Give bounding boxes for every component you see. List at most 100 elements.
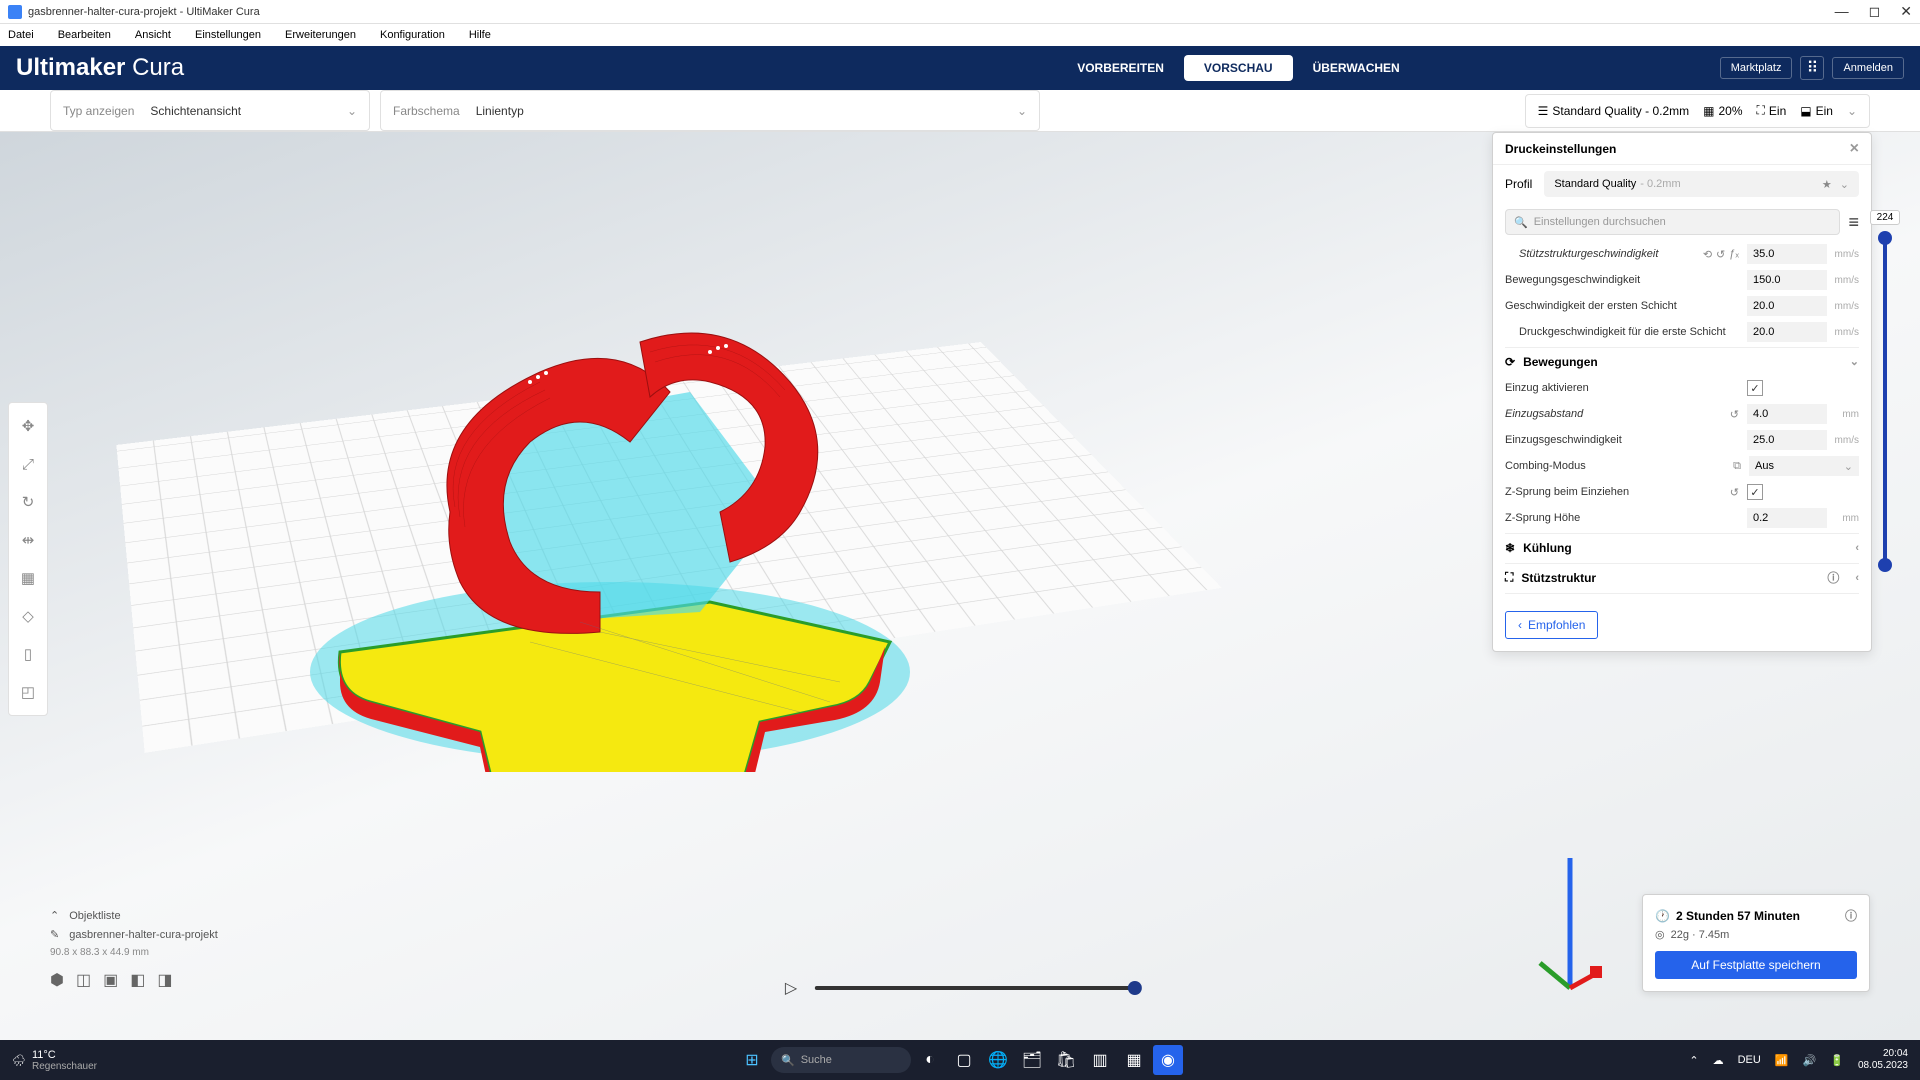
support-blocker-tool[interactable]: ◇: [9, 597, 47, 635]
pencil-icon: ✎: [50, 928, 59, 941]
combing-select[interactable]: Aus ⌄: [1749, 456, 1859, 476]
color-scheme-select[interactable]: Farbschema Linientyp ⌄: [380, 90, 1040, 131]
taskbar-cura[interactable]: ◉: [1153, 1045, 1183, 1075]
transform-toolbar: ✥ ⤢ ↻ ⇹ ▦ ◇ ▯ ◰: [8, 402, 48, 716]
category-movement[interactable]: ⟳ Bewegungen ⌄: [1505, 347, 1859, 375]
marketplace-button[interactable]: Marktplatz: [1720, 57, 1793, 79]
tray-cloud-icon[interactable]: ☁: [1713, 1054, 1724, 1067]
custom-tool-2[interactable]: ◰: [9, 673, 47, 711]
retract-speed-input[interactable]: [1747, 430, 1827, 450]
tray-volume-icon[interactable]: 🔊: [1803, 1054, 1817, 1067]
view-3d-icon[interactable]: ⬢: [50, 970, 64, 990]
window-title: gasbrenner-halter-cura-projekt - UltiMak…: [28, 6, 260, 18]
tray-language[interactable]: DEU: [1738, 1054, 1761, 1066]
menu-help[interactable]: Hilfe: [469, 29, 491, 41]
hamburger-icon[interactable]: ≡: [1848, 212, 1859, 233]
chevron-down-icon: ⌄: [1844, 460, 1853, 473]
taskbar-explorer[interactable]: 🗂: [1017, 1045, 1047, 1075]
object-list-item[interactable]: ✎ gasbrenner-halter-cura-projekt: [50, 928, 218, 941]
start-button[interactable]: ⊞: [737, 1045, 767, 1075]
reset-icon[interactable]: ↺: [1730, 486, 1739, 499]
reset-icon[interactable]: ↺: [1716, 248, 1725, 261]
view-top-icon[interactable]: ▣: [103, 970, 118, 990]
rotate-tool[interactable]: ↻: [9, 483, 47, 521]
link-icon[interactable]: ⧉: [1733, 460, 1741, 473]
view-type-select[interactable]: Typ anzeigen Schichtenansicht ⌄: [50, 90, 370, 131]
settings-search-input[interactable]: 🔍 Einstellungen durchsuchen: [1505, 209, 1840, 235]
axis-gizmo: [1535, 848, 1605, 998]
print-settings-summary[interactable]: ☰Standard Quality - 0.2mm ▦20% ⛶Ein ⬓Ein…: [1525, 94, 1870, 128]
taskbar-clock[interactable]: 20:04 08.05.2023: [1858, 1048, 1908, 1072]
retract-enable-checkbox[interactable]: ✓: [1747, 380, 1763, 396]
retract-dist-input[interactable]: [1747, 404, 1827, 424]
taskbar-app-2[interactable]: ▦: [1119, 1045, 1149, 1075]
taskbar-copilot[interactable]: ◐: [915, 1045, 945, 1075]
object-list-toggle[interactable]: ⌃ Objektliste: [50, 909, 218, 922]
print-time: 2 Stunden 57 Minuten: [1676, 909, 1800, 923]
layer-value: 224: [1870, 210, 1901, 225]
fx-icon[interactable]: ƒₓ: [1729, 248, 1739, 261]
menu-edit[interactable]: Bearbeiten: [58, 29, 111, 41]
layer-slider-bottom-handle[interactable]: [1878, 558, 1892, 572]
signin-button[interactable]: Anmelden: [1832, 57, 1904, 79]
first-layer-print-speed-input[interactable]: [1747, 322, 1827, 342]
save-to-disk-button[interactable]: Auf Festplatte speichern: [1655, 951, 1857, 979]
sliders-icon: ☰: [1538, 104, 1549, 118]
zhop-height-input[interactable]: [1747, 508, 1827, 528]
apps-grid-icon[interactable]: ⠿: [1800, 56, 1824, 80]
tray-wifi-icon[interactable]: 📶: [1775, 1054, 1789, 1067]
info-icon[interactable]: ⓘ: [1845, 907, 1857, 924]
profile-select[interactable]: Standard Quality - 0.2mm ★ ⌄: [1544, 171, 1859, 197]
minimize-button[interactable]: —: [1835, 3, 1849, 20]
zhop-checkbox[interactable]: ✓: [1747, 484, 1763, 500]
search-icon: 🔍: [781, 1054, 795, 1067]
menu-settings[interactable]: Einstellungen: [195, 29, 261, 41]
mesh-tool[interactable]: ▦: [9, 559, 47, 597]
view-left-icon[interactable]: ◧: [130, 970, 145, 990]
custom-tool-1[interactable]: ▯: [9, 635, 47, 673]
tray-chevron-icon[interactable]: ⌃: [1689, 1054, 1698, 1067]
menu-file[interactable]: Datei: [8, 29, 34, 41]
travel-speed-input[interactable]: [1747, 270, 1827, 290]
reset-icon[interactable]: ↺: [1730, 408, 1739, 421]
support-speed-input[interactable]: [1747, 244, 1827, 264]
info-icon[interactable]: ⓘ: [1827, 569, 1839, 586]
maximize-button[interactable]: ◻: [1869, 3, 1881, 20]
settings-title: Druckeinstellungen: [1505, 142, 1616, 156]
mirror-tool[interactable]: ⇹: [9, 521, 47, 559]
menu-extensions[interactable]: Erweiterungen: [285, 29, 356, 41]
sliced-model: [280, 282, 920, 772]
taskbar-edge[interactable]: 🌐: [983, 1045, 1013, 1075]
menu-view[interactable]: Ansicht: [135, 29, 171, 41]
category-support[interactable]: ⛶ Stützstruktur ⓘ ‹: [1505, 563, 1859, 591]
windows-taskbar: 🌧 11°C Regenschauer ⊞ 🔍 Suche ◐ ▢ 🌐 🗂 🛍 …: [0, 1040, 1920, 1080]
view-right-icon[interactable]: ◨: [157, 970, 172, 990]
simulation-slider[interactable]: [815, 986, 1135, 990]
layer-slider[interactable]: 224: [1870, 210, 1900, 570]
tab-prepare[interactable]: VORBEREITEN: [1057, 55, 1184, 81]
view-front-icon[interactable]: ◫: [76, 970, 91, 990]
close-icon[interactable]: ×: [1850, 140, 1859, 158]
close-button[interactable]: ✕: [1900, 3, 1912, 20]
taskbar-search[interactable]: 🔍 Suche: [771, 1047, 911, 1073]
recommended-button[interactable]: ‹ Empfohlen: [1505, 611, 1598, 639]
tab-preview[interactable]: VORSCHAU: [1184, 55, 1293, 81]
first-layer-speed-input[interactable]: [1747, 296, 1827, 316]
link-icon[interactable]: ⟲: [1703, 248, 1712, 261]
taskbar-taskview[interactable]: ▢: [949, 1045, 979, 1075]
simulation-playback: ▷: [785, 978, 1135, 998]
taskbar-weather[interactable]: 🌧 11°C Regenschauer: [12, 1049, 97, 1072]
tray-battery-icon[interactable]: 🔋: [1830, 1054, 1844, 1067]
layer-slider-top-handle[interactable]: [1878, 231, 1892, 245]
play-button[interactable]: ▷: [785, 978, 797, 998]
category-cooling[interactable]: ❄ Kühlung ‹: [1505, 533, 1859, 561]
move-tool[interactable]: ✥: [9, 407, 47, 445]
chevron-down-icon: ⌄: [1847, 104, 1857, 118]
weather-icon: 🌧: [12, 1054, 26, 1067]
simulation-slider-handle[interactable]: [1128, 981, 1142, 995]
taskbar-store[interactable]: 🛍: [1051, 1045, 1081, 1075]
menu-configuration[interactable]: Konfiguration: [380, 29, 445, 41]
scale-tool[interactable]: ⤢: [9, 445, 47, 483]
tab-monitor[interactable]: ÜBERWACHEN: [1293, 55, 1420, 81]
taskbar-app-1[interactable]: ▥: [1085, 1045, 1115, 1075]
